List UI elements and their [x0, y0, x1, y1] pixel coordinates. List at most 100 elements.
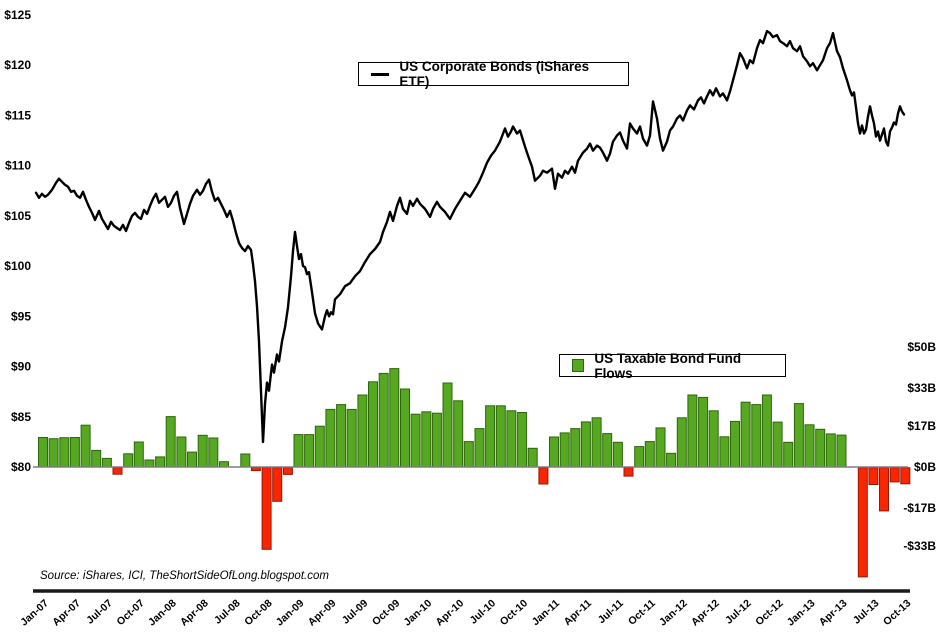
- flow-bar-positive: [59, 437, 70, 468]
- y-axis-right-tick-label: $17B: [907, 419, 936, 433]
- flow-bar-positive: [101, 457, 112, 468]
- x-axis-tick-label: Oct-07: [114, 597, 146, 628]
- flow-bar-positive: [559, 432, 570, 468]
- flow-bar-positive: [357, 394, 368, 468]
- y-axis-left-tick-label: $120: [4, 58, 31, 72]
- flow-bar-positive: [197, 434, 208, 468]
- flow-bar-positive: [144, 459, 155, 468]
- x-axis-tick-label: Jan-07: [18, 597, 51, 628]
- y-axis-right-tick-label: $50B: [907, 340, 936, 354]
- flow-bar-positive: [666, 452, 677, 468]
- y-axis-left-tick-label: $100: [4, 259, 31, 273]
- flow-bar-positive: [80, 424, 91, 468]
- flow-bar-positive: [463, 441, 474, 468]
- source-note: Source: iShares, ICI, TheShortSideOfLong…: [40, 570, 329, 582]
- x-axis-tick-label: Jan-13: [785, 597, 818, 628]
- flow-bar-positive: [378, 372, 389, 468]
- y-axis-left-tick-label: $80: [11, 460, 31, 474]
- flow-bar-positive: [495, 405, 506, 468]
- x-axis-tick-label: Oct-11: [626, 597, 658, 628]
- flow-bar-positive: [410, 413, 421, 468]
- y-axis-right-tick-label: $0B: [914, 460, 936, 474]
- y-axis-right-tick-label: -$17B: [903, 501, 936, 515]
- flow-bar-negative: [857, 467, 868, 578]
- flow-bar-negative: [889, 467, 900, 483]
- x-axis-tick-label: Oct-10: [498, 597, 530, 628]
- flow-bar-positive: [155, 456, 166, 468]
- x-axis-tick-label: Jan-11: [530, 597, 562, 628]
- flow-bar-positive: [165, 416, 176, 468]
- flow-bar-positive: [825, 433, 836, 468]
- flow-bar-positive: [442, 382, 453, 468]
- x-axis-tick-label: Jul-09: [340, 597, 371, 626]
- flow-bar-positive: [485, 405, 496, 468]
- legend-line-series: US Corporate Bonds (iShares ETF): [358, 59, 629, 89]
- flow-bar-positive: [644, 441, 655, 468]
- x-axis-tick-label: Apr-11: [562, 597, 594, 628]
- flow-bar-positive: [527, 447, 538, 468]
- flow-bar-positive: [783, 441, 794, 468]
- y-axis-right-tick-label: $33B: [907, 381, 936, 395]
- flow-bar-positive: [549, 436, 559, 468]
- flow-bar-positive: [91, 449, 102, 468]
- flow-bar-positive: [219, 461, 229, 468]
- flow-bar-positive: [730, 420, 740, 468]
- flow-bar-positive: [815, 428, 826, 468]
- flow-bar-positive: [580, 421, 591, 468]
- x-axis-tick-label: Jul-12: [723, 597, 754, 626]
- flow-bar-positive: [176, 436, 187, 468]
- flow-bar-positive: [346, 408, 357, 468]
- y-axis-left-tick-label: $110: [5, 159, 31, 173]
- flow-bar-positive: [368, 381, 378, 468]
- bar-swatch-icon: [572, 359, 585, 372]
- flow-bar-positive: [336, 404, 347, 468]
- flow-bar-positive: [474, 428, 485, 468]
- x-axis-tick-label: Jul-13: [851, 597, 882, 626]
- flow-bar-positive: [634, 446, 645, 468]
- flow-bar-positive: [761, 394, 772, 468]
- flow-bar-positive: [772, 421, 783, 468]
- flow-bar-negative: [879, 467, 889, 512]
- flow-bar-positive: [187, 451, 197, 468]
- legend-line-label: US Corporate Bonds (iShares ETF): [399, 59, 590, 89]
- flow-bar-positive: [591, 417, 602, 468]
- flow-bar-negative: [868, 467, 879, 486]
- y-axis-right-tick-label: -$33B: [903, 539, 936, 553]
- flow-bar-positive: [793, 403, 804, 468]
- y-axis-left-tick-label: $85: [11, 410, 31, 424]
- flow-bar-positive: [453, 400, 464, 468]
- x-axis-tick-label: Jan-08: [146, 597, 179, 628]
- y-axis-left-tick-label: $95: [11, 309, 31, 323]
- x-axis-tick-label: Apr-13: [817, 597, 850, 628]
- legend-bars-label: US Taxable Bond Fund Flows: [594, 350, 742, 381]
- x-axis-tick-label: Jul-07: [84, 597, 115, 626]
- y-axis-left-tick-label: $90: [11, 360, 31, 374]
- x-axis-tick-label: Apr-09: [306, 597, 339, 628]
- flow-bar-positive: [612, 441, 623, 468]
- x-axis-tick-label: Jul-10: [468, 597, 499, 626]
- legend-bar-series: US Taxable Bond Fund Flows: [559, 351, 786, 381]
- price-line: [34, 29, 906, 444]
- flow-bar-positive: [719, 436, 730, 468]
- x-axis-tick-label: Oct-13: [881, 597, 913, 628]
- flow-bar-negative: [282, 467, 293, 475]
- flow-bar-negative: [272, 467, 283, 502]
- flow-bar-positive: [676, 417, 687, 468]
- x-axis-tick-label: Apr-10: [433, 597, 466, 628]
- flow-bar-positive: [708, 410, 719, 468]
- flow-bar-positive: [421, 411, 432, 468]
- flow-bar-positive: [698, 396, 709, 468]
- flow-bar-positive: [517, 412, 528, 468]
- x-axis-tick-label: Jul-08: [212, 597, 243, 626]
- flow-bar-positive: [123, 453, 134, 468]
- flow-bar-positive: [751, 404, 762, 468]
- flow-bar-positive: [304, 434, 315, 468]
- flow-bar-negative: [112, 467, 123, 475]
- y-axis-left-tick-label: $125: [4, 8, 31, 22]
- flow-bar-positive: [293, 434, 304, 468]
- x-axis-tick-label: Apr-12: [689, 597, 722, 628]
- flow-bar-positive: [69, 437, 80, 468]
- x-axis-tick-label: Jan-10: [401, 597, 434, 628]
